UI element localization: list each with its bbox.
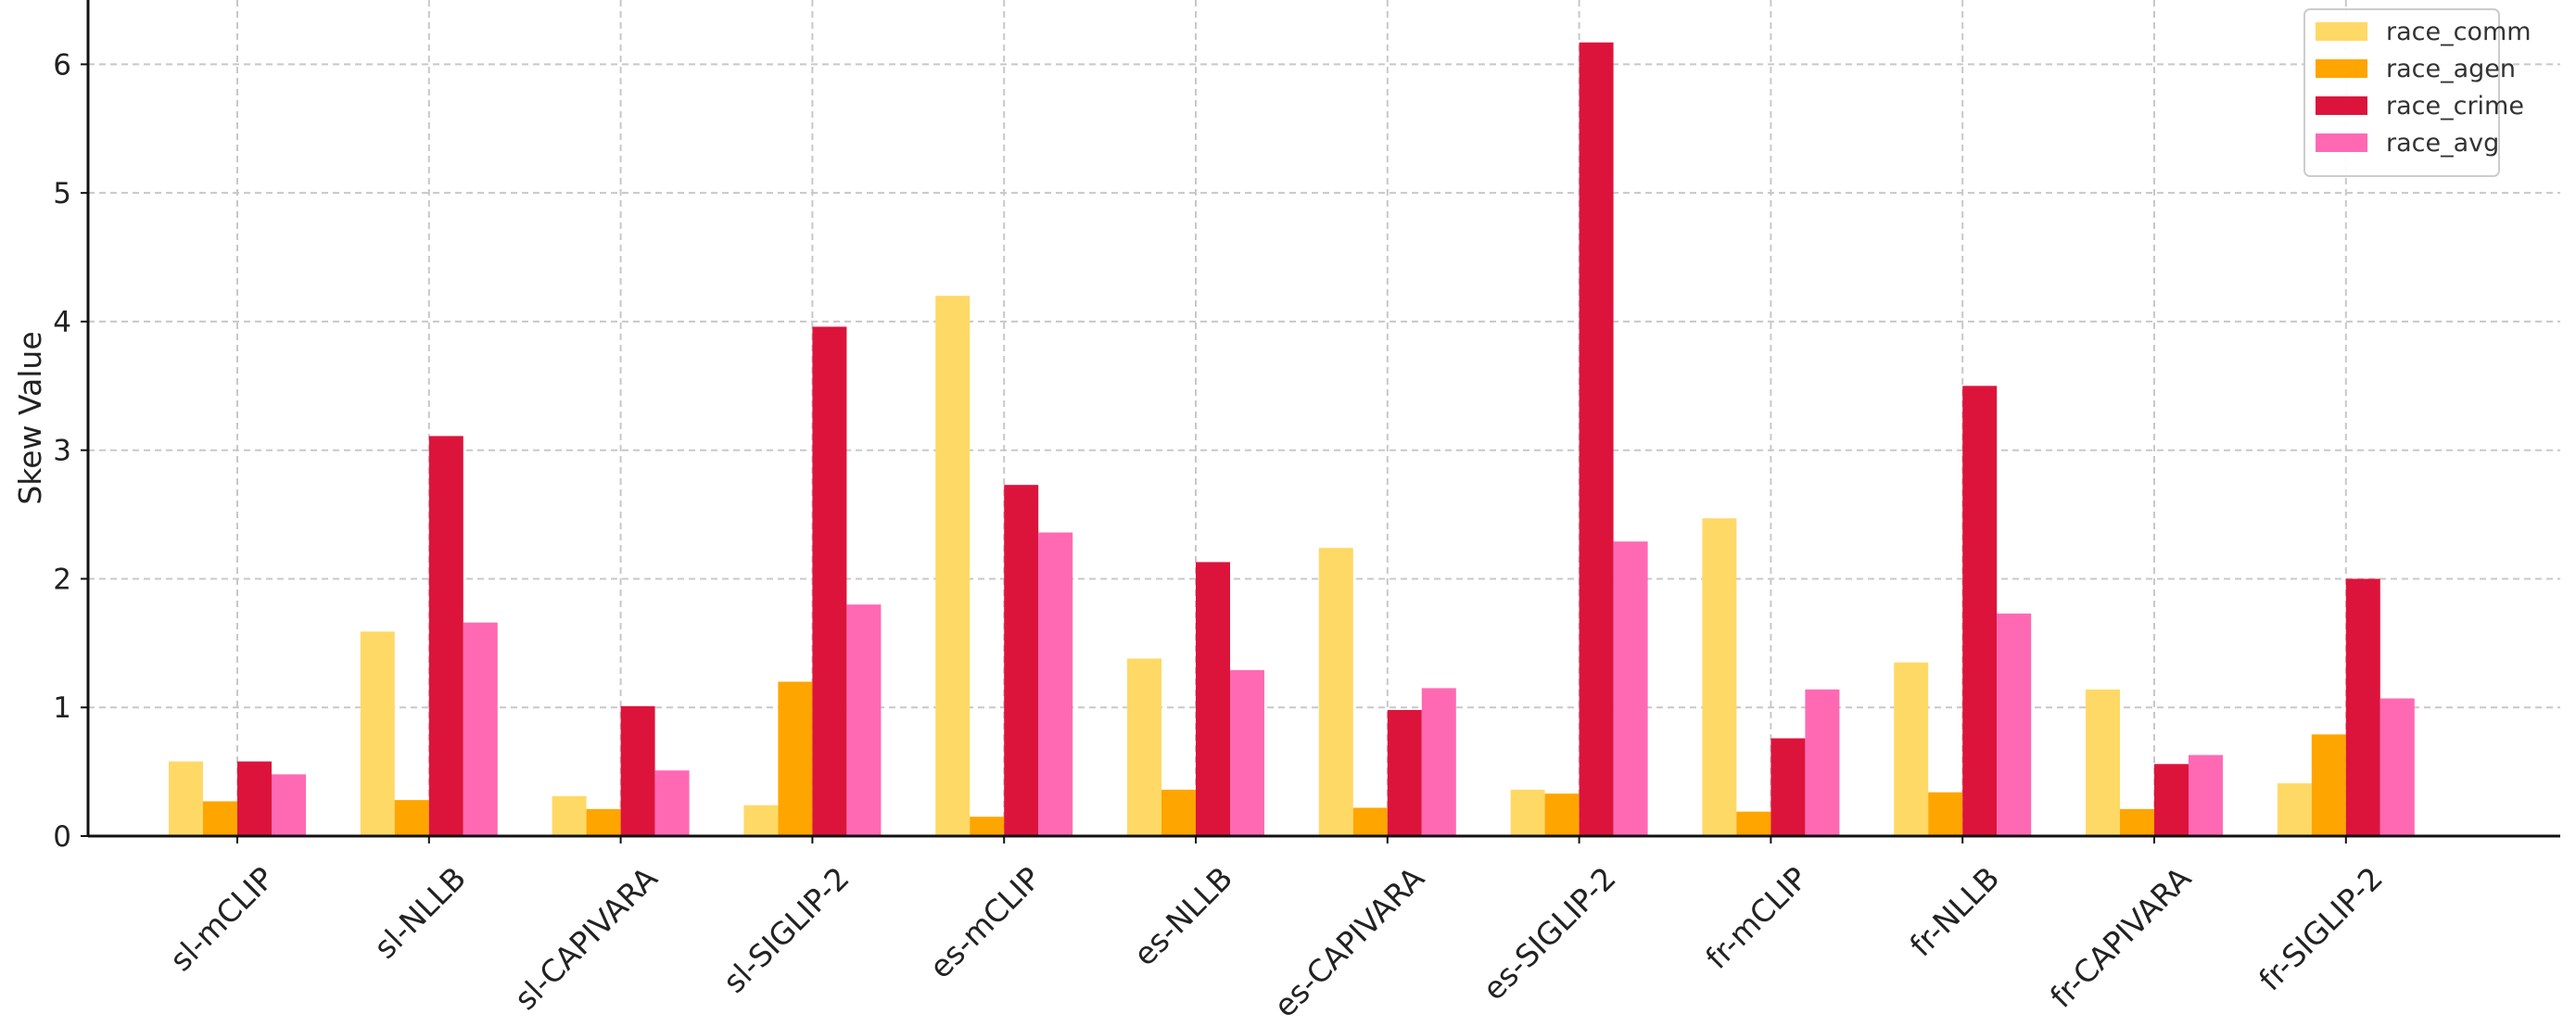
bar-race_agen — [586, 808, 621, 836]
y-tick-label: 5 — [53, 177, 71, 210]
legend-label: race_agen — [2386, 55, 2516, 83]
y-tick-label: 3 — [53, 435, 71, 468]
legend-swatch — [2316, 133, 2367, 152]
bar-race_crime — [2345, 578, 2380, 836]
x-tick-label: fr-mCLIP — [1698, 860, 1814, 976]
bar-race_agen — [778, 681, 813, 836]
x-tick-label: fr-SIGLIP-2 — [2252, 860, 2390, 998]
axes — [86, 0, 2560, 838]
bar-race_comm — [360, 631, 395, 836]
y-tick-label: 4 — [53, 306, 71, 339]
bar-race_comm — [935, 296, 971, 837]
x-tick-label: sl-NLLB — [367, 860, 473, 966]
bar-race_crime — [1962, 386, 1998, 836]
bar-race_crime — [812, 326, 847, 836]
legend-swatch — [2316, 96, 2367, 115]
bar-race_agen — [203, 801, 237, 836]
x-tick-label: fr-NLLB — [1903, 860, 2007, 964]
bar-race_comm — [1702, 518, 1737, 836]
bar-race_avg — [1421, 688, 1456, 836]
y-tick-label: 6 — [53, 48, 71, 82]
y-tick-label: 0 — [53, 820, 71, 854]
bar-race_agen — [2311, 734, 2346, 836]
bar-race_avg — [1997, 613, 2032, 836]
bar-race_avg — [272, 774, 306, 836]
bar-race_crime — [1579, 42, 1614, 837]
bar-race_avg — [1805, 689, 1840, 836]
bar-race_comm — [1510, 790, 1545, 836]
bar-race_comm — [2277, 783, 2312, 836]
bar-race_crime — [1770, 738, 1806, 836]
bar-race_avg — [1613, 541, 1648, 836]
legend-label: race_comm — [2386, 18, 2532, 46]
bar-race_agen — [1161, 790, 1196, 836]
bar-race_agen — [2120, 808, 2154, 836]
bar-race_avg — [2379, 698, 2415, 836]
bar-race_comm — [1127, 658, 1161, 836]
bar-race_crime — [1196, 562, 1230, 836]
bar-race_avg — [1230, 669, 1264, 836]
x-tick-label: fr-CAPIVARA — [2043, 859, 2198, 1014]
bar-race_crime — [620, 705, 655, 836]
bar-race_agen — [394, 800, 429, 836]
x-tick-label: sl-SIGLIP-2 — [716, 860, 856, 1000]
bar-race_agen — [1928, 792, 1963, 836]
bars — [169, 42, 2415, 837]
bar-race_crime — [428, 436, 463, 836]
bar-race_agen — [970, 817, 1005, 836]
y-axis-title: Skew Value — [12, 331, 48, 504]
bar-race_crime — [2154, 764, 2189, 836]
bar-race_crime — [237, 761, 272, 836]
y-tick-label: 1 — [53, 691, 71, 725]
bar-race_agen — [1352, 807, 1388, 836]
legend-label: race_crime — [2386, 92, 2524, 120]
x-tick-label: sl-CAPIVARA — [507, 859, 665, 1017]
legend-label: race_avg — [2386, 129, 2499, 158]
x-tick-label: sl-mCLIP — [163, 860, 282, 979]
x-tick-label: es-SIGLIP-2 — [1476, 860, 1623, 1008]
bar-race_comm — [2086, 689, 2120, 836]
x-tick-label: es-mCLIP — [922, 860, 1047, 985]
bar-race_avg — [2189, 754, 2223, 836]
bar-race_avg — [846, 604, 882, 836]
bar-race_crime — [1387, 710, 1422, 836]
bar-race_avg — [654, 770, 690, 836]
bar-race_comm — [1894, 662, 1929, 836]
x-tick-label: es-CAPIVARA — [1267, 859, 1432, 1024]
y-tick-label: 2 — [53, 563, 71, 596]
x-tick-label: es-NLLB — [1126, 860, 1239, 973]
legend-swatch — [2316, 22, 2367, 41]
bar-race_comm — [552, 795, 587, 836]
bar-race_avg — [1038, 532, 1073, 836]
bar-race_avg — [463, 622, 498, 836]
bar-race_comm — [743, 805, 779, 836]
x-ticks: sl-mCLIP sl-NLLB sl-CAPIVARA sl-SIGLIP-2 es-… — [163, 836, 2390, 1024]
legend: race_comm race_agen race_crime race_avg — [2303, 8, 2532, 177]
bar-race_crime — [1004, 485, 1039, 836]
bar-race_comm — [169, 761, 203, 836]
bar-race_agen — [1736, 811, 1771, 836]
legend-swatch — [2316, 59, 2367, 78]
y-ticks: 0 1 2 3 4 5 6 — [53, 48, 88, 854]
bar-race_comm — [1318, 548, 1353, 836]
bar-race_agen — [1544, 793, 1580, 836]
